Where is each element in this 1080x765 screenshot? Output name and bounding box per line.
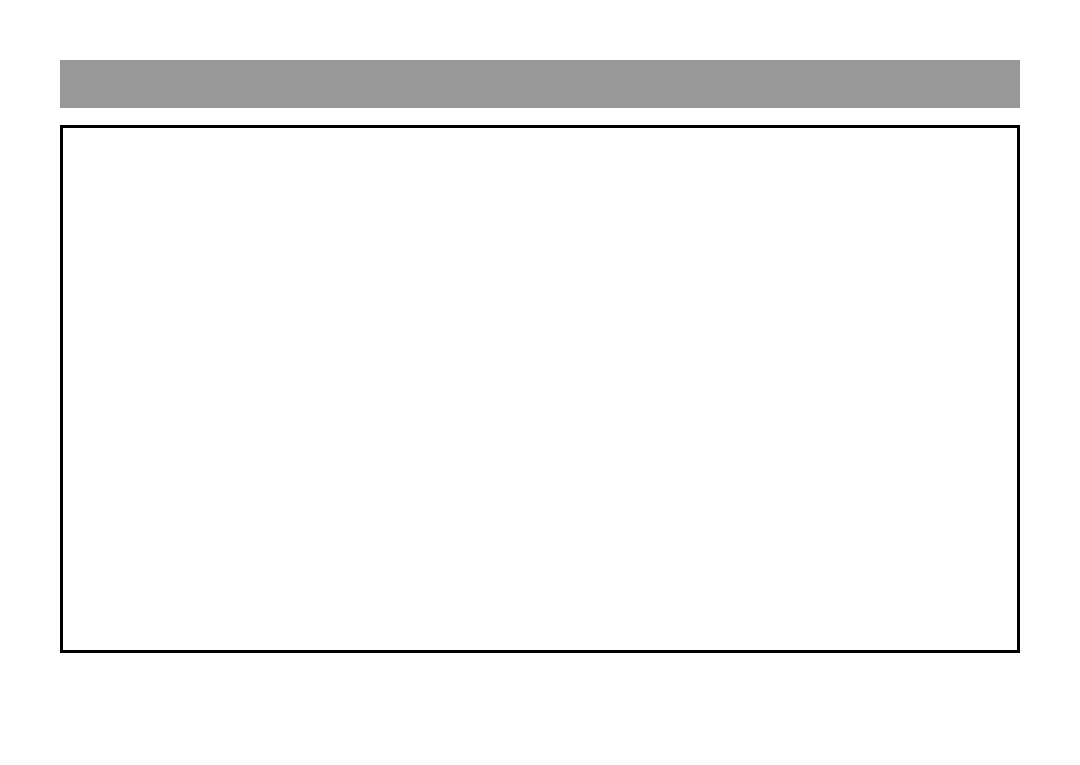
diagram-frame xyxy=(60,125,1020,653)
charging-diagram xyxy=(63,128,1017,650)
section-title-bar xyxy=(60,60,1020,108)
